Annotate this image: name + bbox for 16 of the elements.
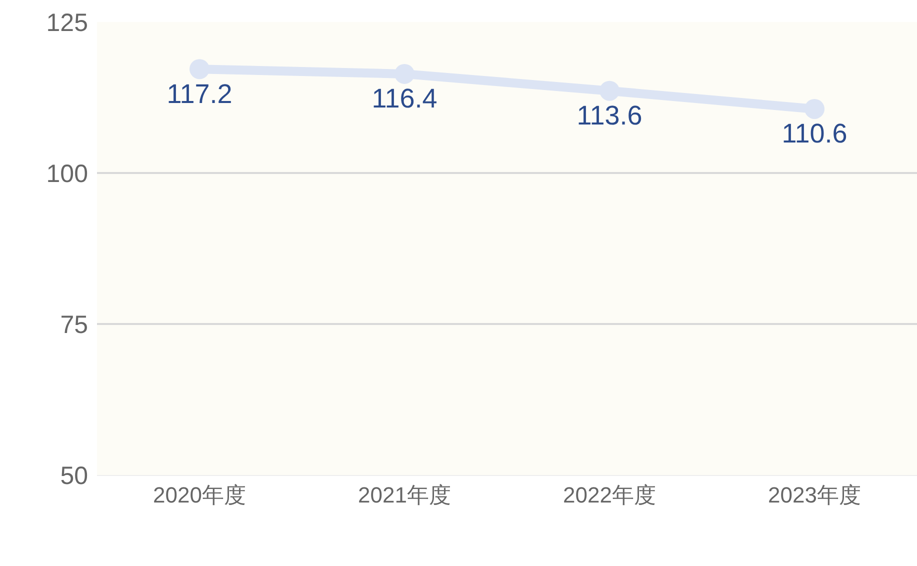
data-label: 116.4 <box>372 84 438 114</box>
y-tick-label: 125 <box>46 8 88 37</box>
point <box>394 64 414 84</box>
point <box>190 59 210 80</box>
x-tick-label: 2021年度 <box>358 482 451 508</box>
x-tick-label: 2022年度 <box>563 482 656 508</box>
point <box>804 98 824 119</box>
y-tick-label: 75 <box>60 310 88 339</box>
data-label: 113.6 <box>576 100 642 131</box>
data-label: 117.2 <box>166 78 232 109</box>
data-label: 110.6 <box>782 118 848 149</box>
y-tick-label: 100 <box>46 160 88 188</box>
x-tick-label: 2023年度 <box>768 482 861 508</box>
point <box>600 80 620 101</box>
x-tick-label: 2020年度 <box>153 482 246 508</box>
y-tick-label: 50 <box>60 462 88 490</box>
